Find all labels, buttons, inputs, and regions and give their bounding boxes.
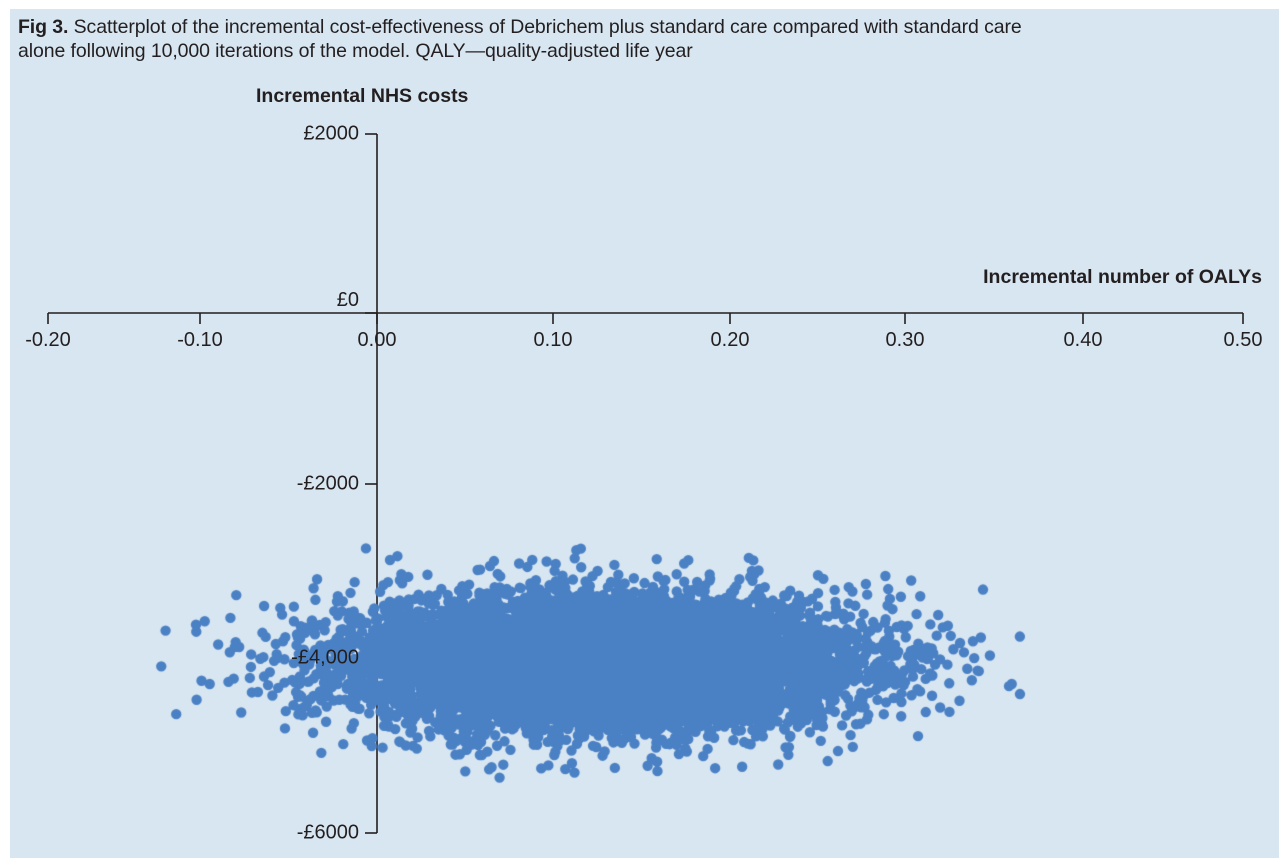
x-tick-label: 0.10 — [533, 329, 573, 351]
x-tick-label: -0.10 — [177, 329, 223, 351]
y-tick-label: -£2000 — [296, 472, 359, 495]
y-tick-label: -£6000 — [296, 821, 359, 844]
y-tick-label: £0 — [336, 289, 359, 311]
x-tick-label: 0.30 — [885, 329, 925, 351]
x-tick-label: 0.50 — [1223, 329, 1263, 351]
x-tick-label: -0.20 — [25, 329, 71, 351]
figure-caption-line1: Scatterplot of the incremental cost-effe… — [68, 16, 1022, 38]
x-tick-label: 0.40 — [1063, 329, 1103, 351]
y-tick-label: £2000 — [303, 122, 359, 145]
figure-caption-label: Fig 3. — [18, 16, 69, 38]
x-tick-label: 0.00 — [357, 329, 397, 351]
figure-caption-line2: alone following 10,000 iterations of the… — [18, 40, 693, 62]
y-tick-label: -£4,000 — [291, 646, 359, 669]
figure-caption: Fig 3. Scatterplot of the incremental co… — [18, 15, 1263, 63]
y-axis-title: Incremental NHS costs — [256, 85, 469, 107]
x-tick-label: 0.20 — [710, 329, 750, 351]
x-axis-title: Incremental number of OALYs — [983, 266, 1262, 288]
